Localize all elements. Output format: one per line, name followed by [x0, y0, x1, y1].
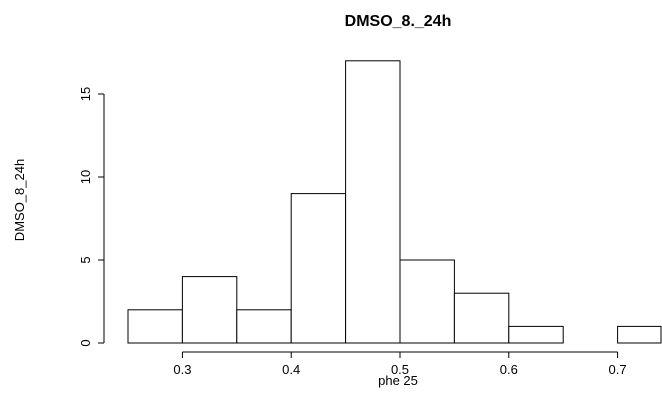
histogram-bar [127, 309, 183, 344]
y-axis-label: DMSO_8_24h [12, 159, 27, 241]
x-tick-label: 0.4 [282, 362, 300, 377]
y-axis: 0 5 10 15 [78, 87, 105, 347]
histogram-bar [399, 259, 455, 344]
x-axis: 0.3 0.4 0.5 0.6 0.7 [173, 351, 627, 377]
x-tick-label: 0.6 [500, 362, 518, 377]
histogram-bar [236, 309, 292, 344]
y-tick-label: 15 [78, 87, 93, 101]
histogram-bar [290, 193, 347, 344]
x-axis-label: phe 25 [378, 373, 418, 388]
histogram-bar [617, 325, 662, 344]
histogram-bar [453, 292, 510, 344]
bars-group [127, 60, 662, 344]
x-tick-label: 0.5 [391, 362, 409, 377]
x-tick-label: 0.7 [609, 362, 627, 377]
x-tick-label: 0.3 [173, 362, 191, 377]
histogram-bar [345, 60, 401, 344]
chart-title: DMSO_8._24h [345, 13, 452, 30]
y-tick-label: 5 [78, 256, 93, 263]
histogram-bar [181, 276, 238, 344]
y-tick-label: 0 [78, 339, 93, 346]
histogram-bar [508, 325, 564, 344]
y-tick-label: 10 [78, 170, 93, 184]
